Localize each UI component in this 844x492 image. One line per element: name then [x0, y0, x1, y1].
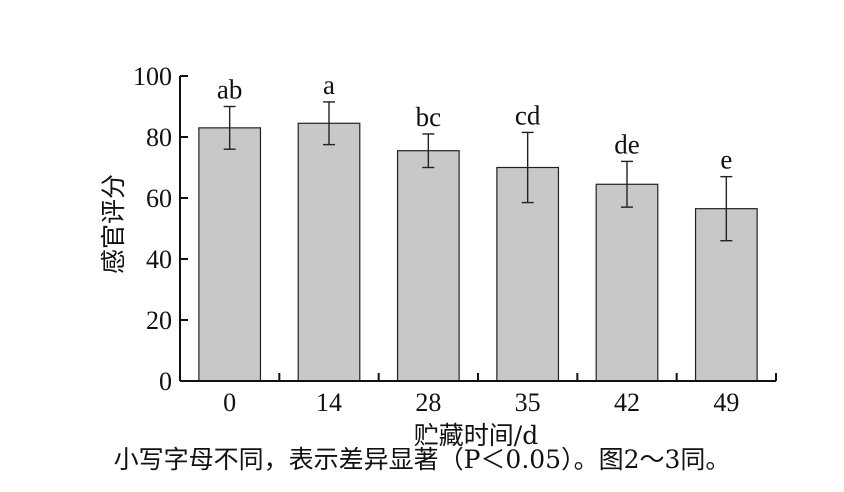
figure-caption: 小写字母不同，表示差异显著（P＜0.05）。图2～3同。: [113, 445, 731, 474]
bar-0: [198, 127, 262, 382]
x-tick-label-35: 35: [515, 388, 541, 417]
y-tick-label-40: 40: [146, 245, 172, 274]
bar-28: [396, 150, 460, 382]
x-axis-title: 贮藏时间/d: [414, 421, 538, 450]
y-tick-label-20: 20: [146, 306, 172, 335]
y-tick-label-0: 0: [159, 367, 172, 396]
significance-label-14: a: [323, 70, 335, 100]
x-tick-label-42: 42: [614, 388, 640, 417]
x-tick-label-0: 0: [223, 388, 236, 417]
significance-label-49: e: [720, 145, 732, 175]
significance-label-35: cd: [515, 100, 541, 130]
significance-label-28: bc: [416, 102, 442, 132]
y-tick-label-80: 80: [146, 123, 172, 152]
x-tick-label-28: 28: [415, 388, 441, 417]
y-axis-title: 感官评分: [99, 174, 128, 274]
plot-area: ab 0 a 14 bc 28 cd 35 de 42 e 49 0 20 40 60 80 100: [133, 62, 777, 417]
bar-14: [297, 122, 361, 382]
y-tick-label-100: 100: [133, 62, 172, 91]
x-tick-label-49: 49: [713, 388, 739, 417]
x-tick-label-14: 14: [316, 388, 342, 417]
significance-label-0: ab: [217, 75, 242, 105]
y-tick-label-60: 60: [146, 184, 172, 213]
significance-label-42: de: [614, 129, 640, 159]
bar-42: [595, 183, 659, 382]
